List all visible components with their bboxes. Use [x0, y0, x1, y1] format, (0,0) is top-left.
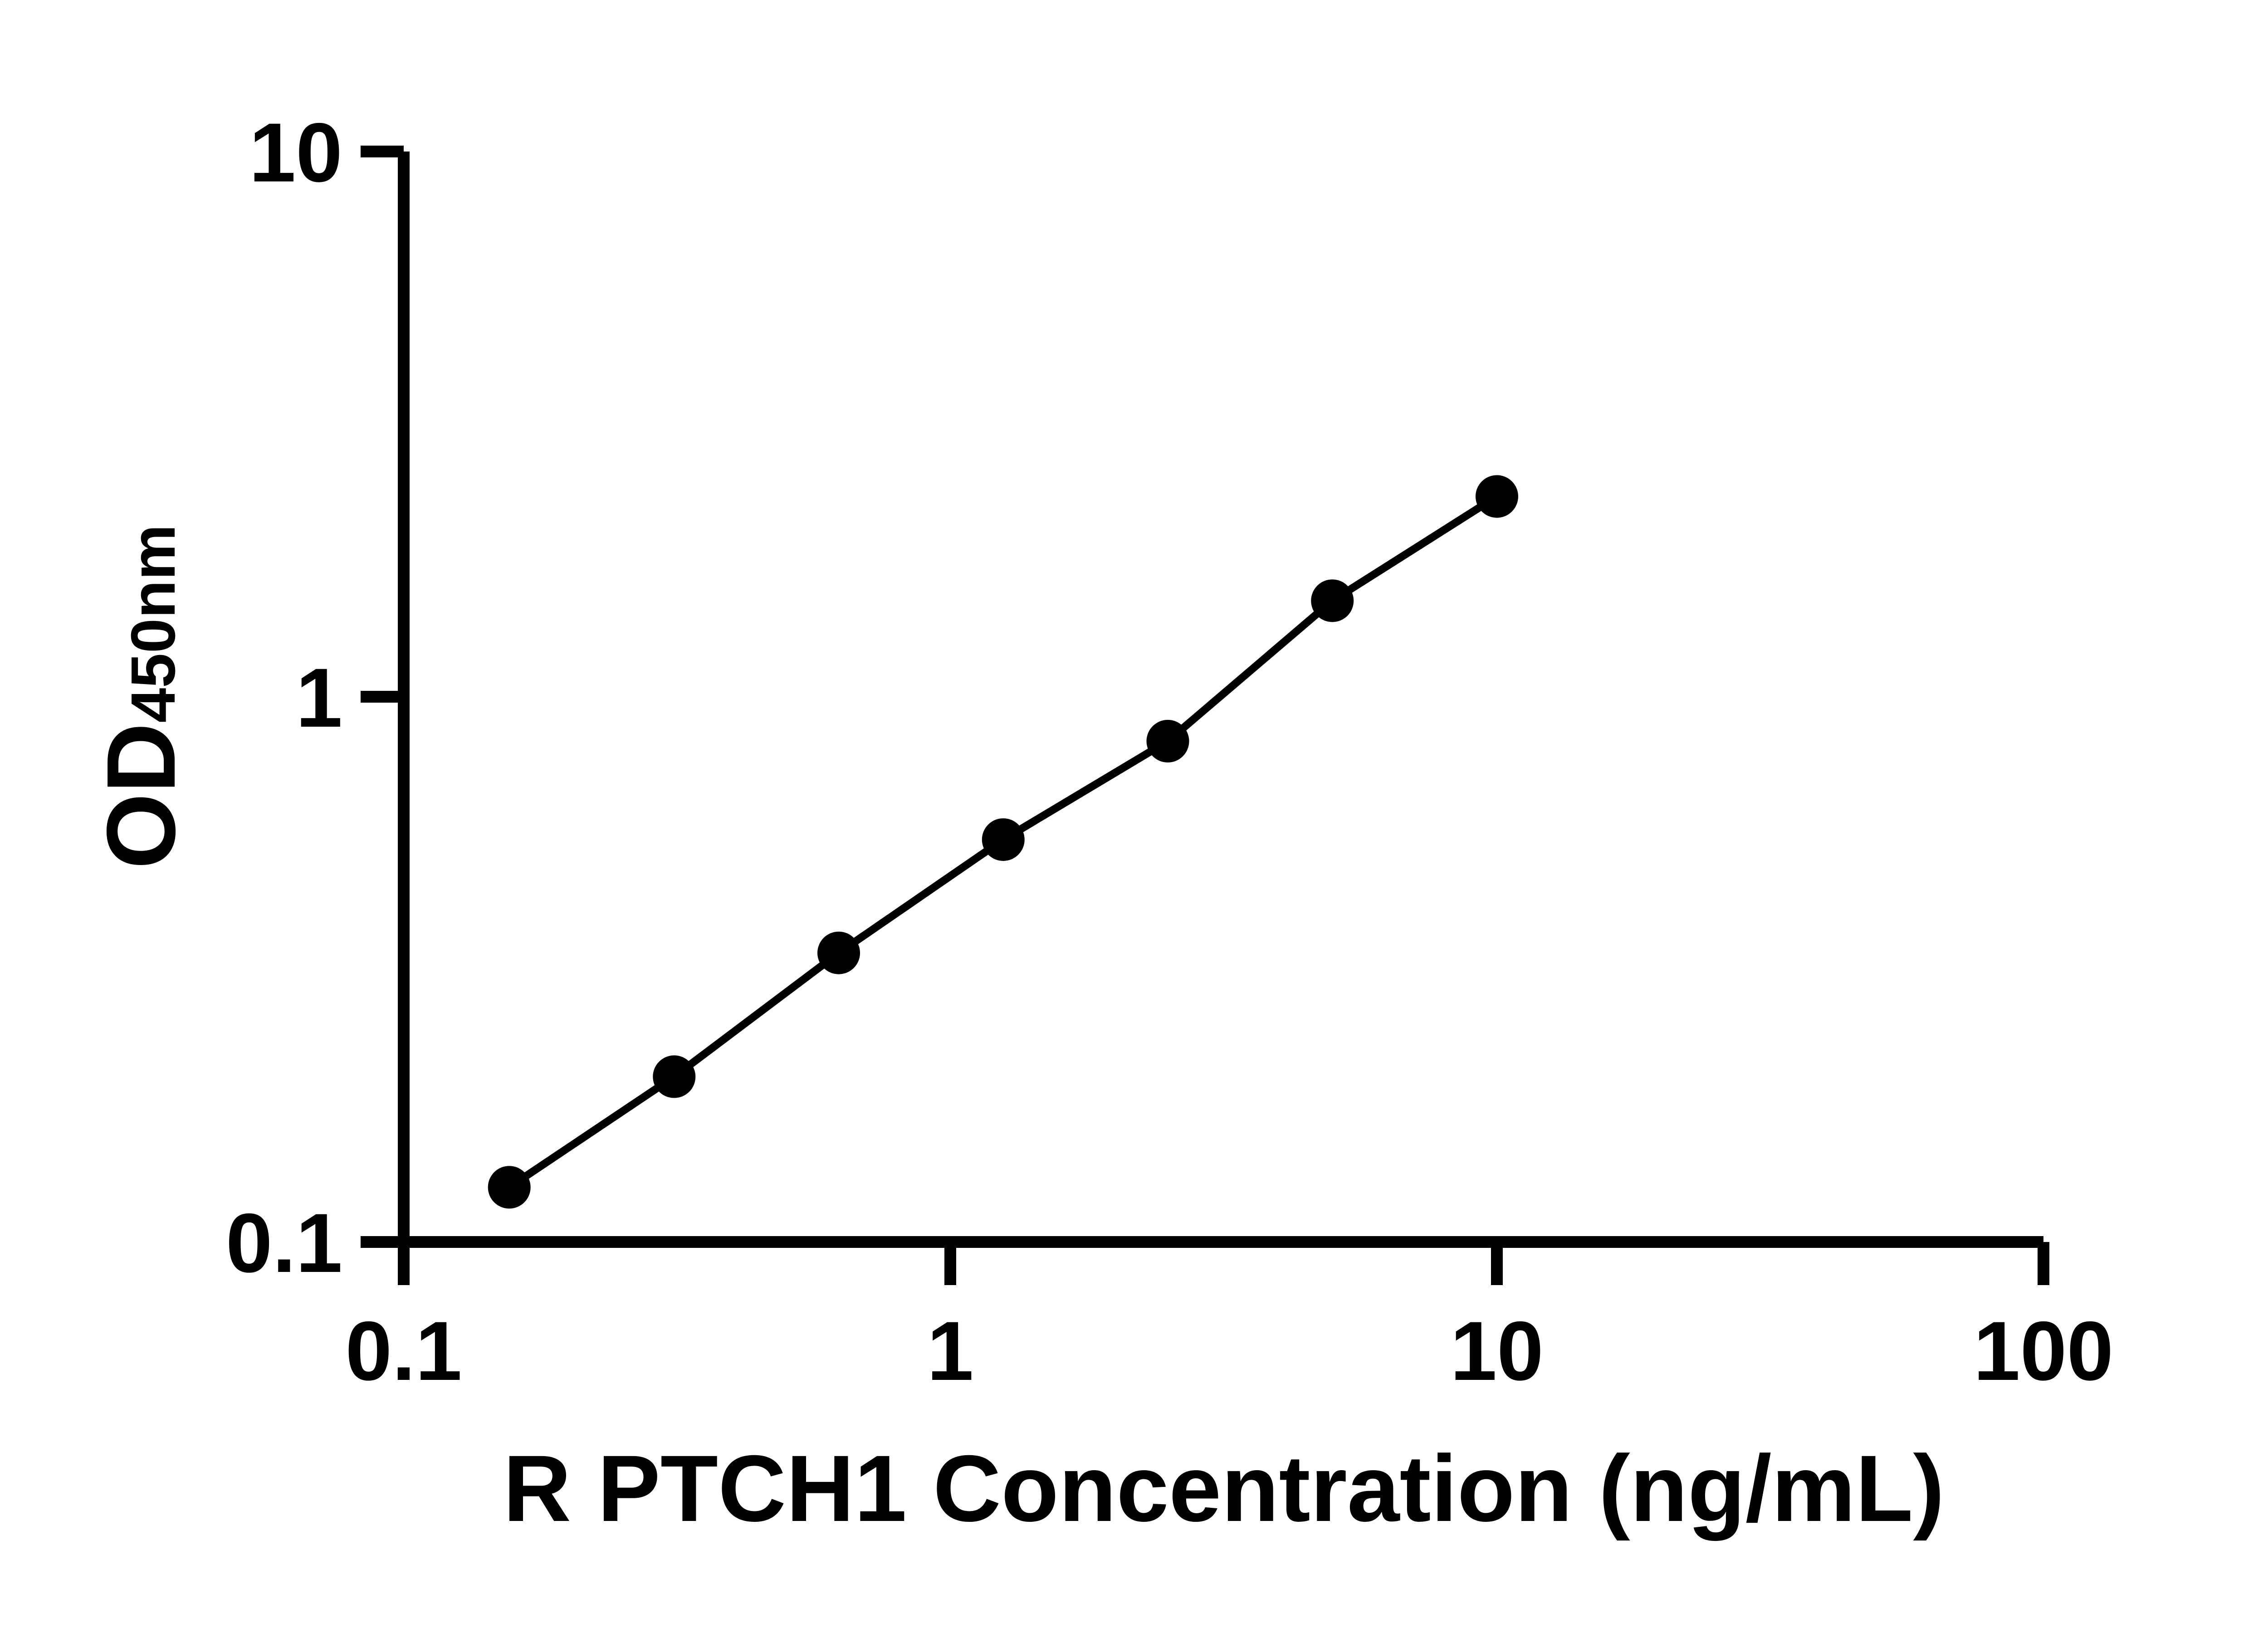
axes-layer: 0.1 1 10 100 0.1 1 10 — [226, 106, 2114, 1398]
axis-frame-and-ticks — [361, 146, 2049, 1285]
y-axis-title-main: OD — [86, 723, 196, 869]
x-axis-title: R PTCH1 Concentration (ng/mL) — [503, 1436, 1945, 1541]
x-tick-label: 100 — [1974, 1305, 2114, 1398]
y-tick-label: 0.1 — [226, 1197, 342, 1290]
y-axis-title-sub: 450nm — [118, 524, 188, 723]
series-layer — [488, 475, 1518, 1209]
x-tick-label: 10 — [1450, 1305, 1544, 1398]
y-axis-title: OD450nm — [86, 524, 196, 869]
y-tick-label: 10 — [249, 106, 342, 200]
data-point-marker — [817, 931, 860, 974]
data-point-marker — [1476, 475, 1518, 518]
data-point-marker — [1311, 579, 1354, 622]
data-point-marker — [488, 1166, 531, 1209]
x-tick-label: 0.1 — [345, 1305, 462, 1398]
data-point-marker — [653, 1055, 696, 1098]
data-point-marker — [1146, 719, 1189, 763]
data-point-marker — [982, 818, 1025, 861]
y-tick-label: 1 — [296, 651, 342, 745]
x-tick-label: 1 — [927, 1305, 974, 1398]
